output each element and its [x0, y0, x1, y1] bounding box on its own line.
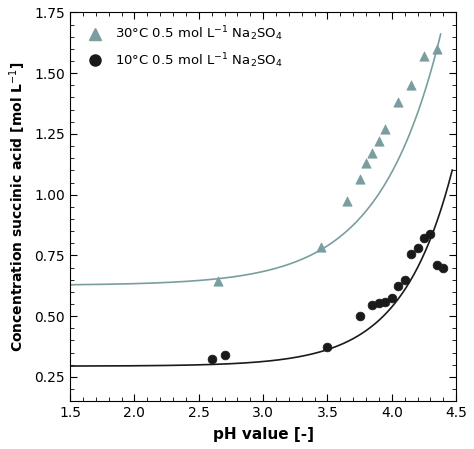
Point — [382, 298, 389, 305]
X-axis label: pH value [-]: pH value [-] — [213, 427, 314, 442]
Point — [214, 277, 222, 285]
Point — [317, 243, 325, 251]
Point — [369, 302, 376, 309]
Point — [420, 235, 428, 242]
Point — [356, 313, 364, 320]
Point — [388, 295, 396, 302]
Point — [343, 197, 351, 204]
Point — [401, 276, 409, 283]
Point — [407, 82, 415, 89]
Point — [394, 282, 402, 290]
Point — [394, 99, 402, 106]
Point — [356, 175, 364, 182]
Point — [375, 299, 383, 306]
Point — [208, 355, 215, 362]
Point — [221, 352, 228, 359]
Point — [439, 264, 447, 271]
Point — [382, 125, 389, 132]
Point — [427, 230, 434, 237]
Point — [407, 251, 415, 258]
Point — [324, 343, 331, 350]
Point — [433, 45, 441, 53]
Point — [369, 150, 376, 157]
Y-axis label: Concentration succinic acid [mol L$^{-1}$]: Concentration succinic acid [mol L$^{-1}… — [7, 62, 27, 352]
Point — [362, 159, 370, 167]
Point — [420, 53, 428, 60]
Point — [414, 245, 421, 252]
Point — [375, 138, 383, 145]
Legend: 30°C 0.5 mol L$^{-1}$ Na$_2$SO$_4$, 10°C 0.5 mol L$^{-1}$ Na$_2$SO$_4$: 30°C 0.5 mol L$^{-1}$ Na$_2$SO$_4$, 10°C… — [77, 19, 288, 75]
Point — [433, 262, 441, 269]
